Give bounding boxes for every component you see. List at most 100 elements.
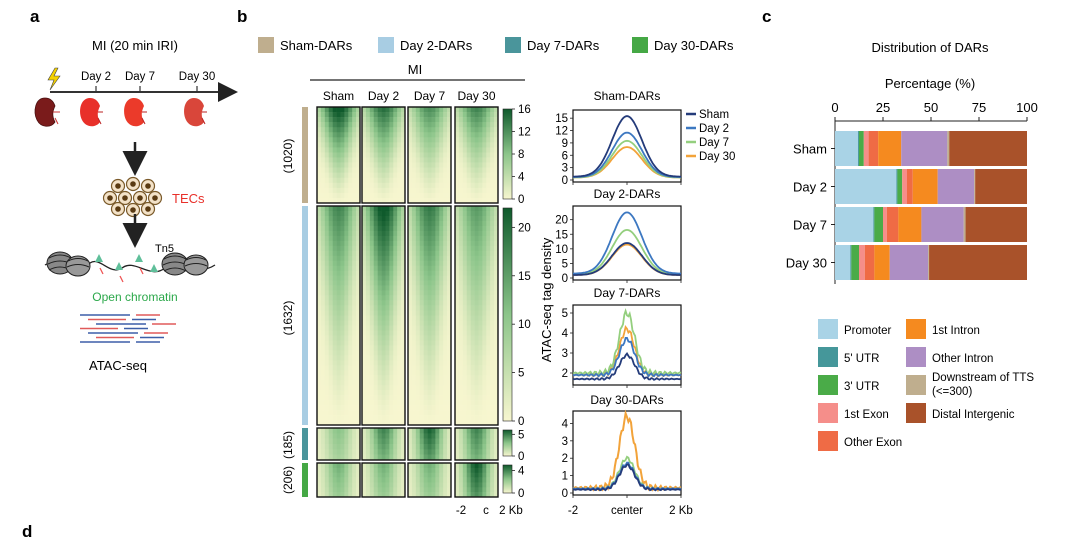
heatmap-band <box>381 255 386 262</box>
heatmap-band <box>344 415 349 421</box>
heatmap-band <box>336 305 341 311</box>
heatmap-band <box>373 122 378 128</box>
heatmap-band <box>344 187 349 194</box>
bar-segment <box>975 169 1027 204</box>
heatmap-band <box>328 235 333 242</box>
heatmap-band <box>324 270 330 276</box>
heatmap-band <box>447 405 452 411</box>
heatmap-band <box>466 380 471 386</box>
heatmap-band <box>411 315 417 321</box>
bar-segment <box>901 131 948 166</box>
heatmap-band <box>369 492 375 498</box>
heatmap-band <box>328 385 333 391</box>
heatmap-band <box>365 295 371 301</box>
heatmap-band <box>431 225 436 232</box>
heatmap-band <box>332 315 337 321</box>
heatmap-band <box>466 487 471 493</box>
heatmap-band <box>439 235 444 242</box>
heatmap-band <box>324 132 330 138</box>
heatmap-band <box>466 182 471 189</box>
heatmap-band <box>389 300 394 306</box>
heatmap-band <box>443 472 448 478</box>
legend-label-line: (<=300) <box>932 386 972 398</box>
heatmap-band <box>458 260 464 267</box>
heatmap-band <box>336 330 341 336</box>
heatmap-band <box>470 132 475 138</box>
heatmap-band <box>427 107 432 113</box>
heatmap-band <box>494 420 499 426</box>
heatmap-band <box>462 167 468 173</box>
heatmap-band <box>486 215 491 222</box>
heatmap-band <box>373 415 378 421</box>
heatmap-band <box>344 365 349 371</box>
heatmap-band <box>362 300 367 306</box>
heatmap-band <box>340 270 345 276</box>
heatmap-band <box>447 410 452 416</box>
heatmap-band <box>373 280 378 286</box>
heatmap-band <box>328 345 333 351</box>
heatmap-band <box>344 330 349 336</box>
heatmap-band <box>427 305 432 311</box>
heatmap-band <box>377 340 382 346</box>
heatmap-band <box>466 449 471 455</box>
heatmap-band <box>320 117 326 123</box>
heatmap-band <box>373 225 378 232</box>
x-tick-label: 0 <box>831 100 838 115</box>
heatmap-band <box>431 270 436 276</box>
heatmap-band <box>389 330 394 336</box>
heatmap-band <box>369 112 375 118</box>
legend-swatch <box>378 37 394 53</box>
heatmap-band <box>419 235 424 242</box>
heatmap-band <box>408 492 413 498</box>
heatmap-band <box>356 360 361 366</box>
heatmap-band <box>482 335 487 341</box>
color-scale-bar <box>502 429 513 457</box>
heatmap-band <box>482 400 487 406</box>
heatmap-band <box>381 395 386 401</box>
heatmap-band <box>474 280 479 286</box>
heatmap-band <box>397 370 402 376</box>
heatmap-band <box>356 449 361 455</box>
heatmap-band <box>462 330 468 336</box>
profile-x-tick-label: -2 <box>568 505 578 517</box>
heatmap-band <box>431 127 436 133</box>
heatmap-band <box>443 390 448 396</box>
heatmap-band <box>389 285 394 291</box>
heatmap-band <box>328 365 333 371</box>
heatmap-band <box>393 250 398 257</box>
heatmap-band <box>423 415 428 421</box>
heatmap-band <box>377 390 382 396</box>
heatmap-band <box>447 340 452 346</box>
heatmap-band <box>455 210 460 217</box>
heatmap-band <box>352 270 357 276</box>
heatmap-band <box>411 235 417 242</box>
heatmap-band <box>494 355 499 361</box>
heatmap-band <box>494 330 499 336</box>
heatmap-band <box>482 467 487 474</box>
heatmap-band <box>381 380 386 386</box>
heatmap-band <box>344 310 349 316</box>
heatmap-band <box>486 433 491 439</box>
panel-letter-b: b <box>237 7 247 26</box>
heatmap-band <box>478 240 483 247</box>
heatmap-band <box>381 270 386 276</box>
heatmap-band <box>447 285 452 291</box>
heatmap-band <box>439 275 444 281</box>
heatmap-band <box>494 370 499 376</box>
heatmap-band <box>439 182 444 189</box>
heatmap-band <box>377 215 382 222</box>
heatmap-band <box>332 325 337 331</box>
heatmap-band <box>317 390 322 396</box>
heatmap-band <box>340 147 345 153</box>
heatmap-band <box>401 206 406 212</box>
heatmap-band <box>455 265 460 272</box>
heatmap-band <box>415 147 421 153</box>
heatmap-band <box>474 375 479 381</box>
heatmap-band <box>486 428 491 434</box>
heatmap-band <box>431 454 436 461</box>
heatmap-band <box>348 167 353 173</box>
heatmap-band <box>482 152 487 158</box>
heatmap-band <box>478 147 483 153</box>
heatmap-x-tick-label: -2 <box>456 505 466 517</box>
heatmap-band <box>328 275 333 281</box>
